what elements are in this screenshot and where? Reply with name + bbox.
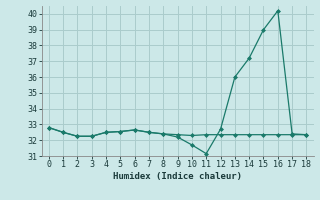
X-axis label: Humidex (Indice chaleur): Humidex (Indice chaleur) (113, 172, 242, 181)
